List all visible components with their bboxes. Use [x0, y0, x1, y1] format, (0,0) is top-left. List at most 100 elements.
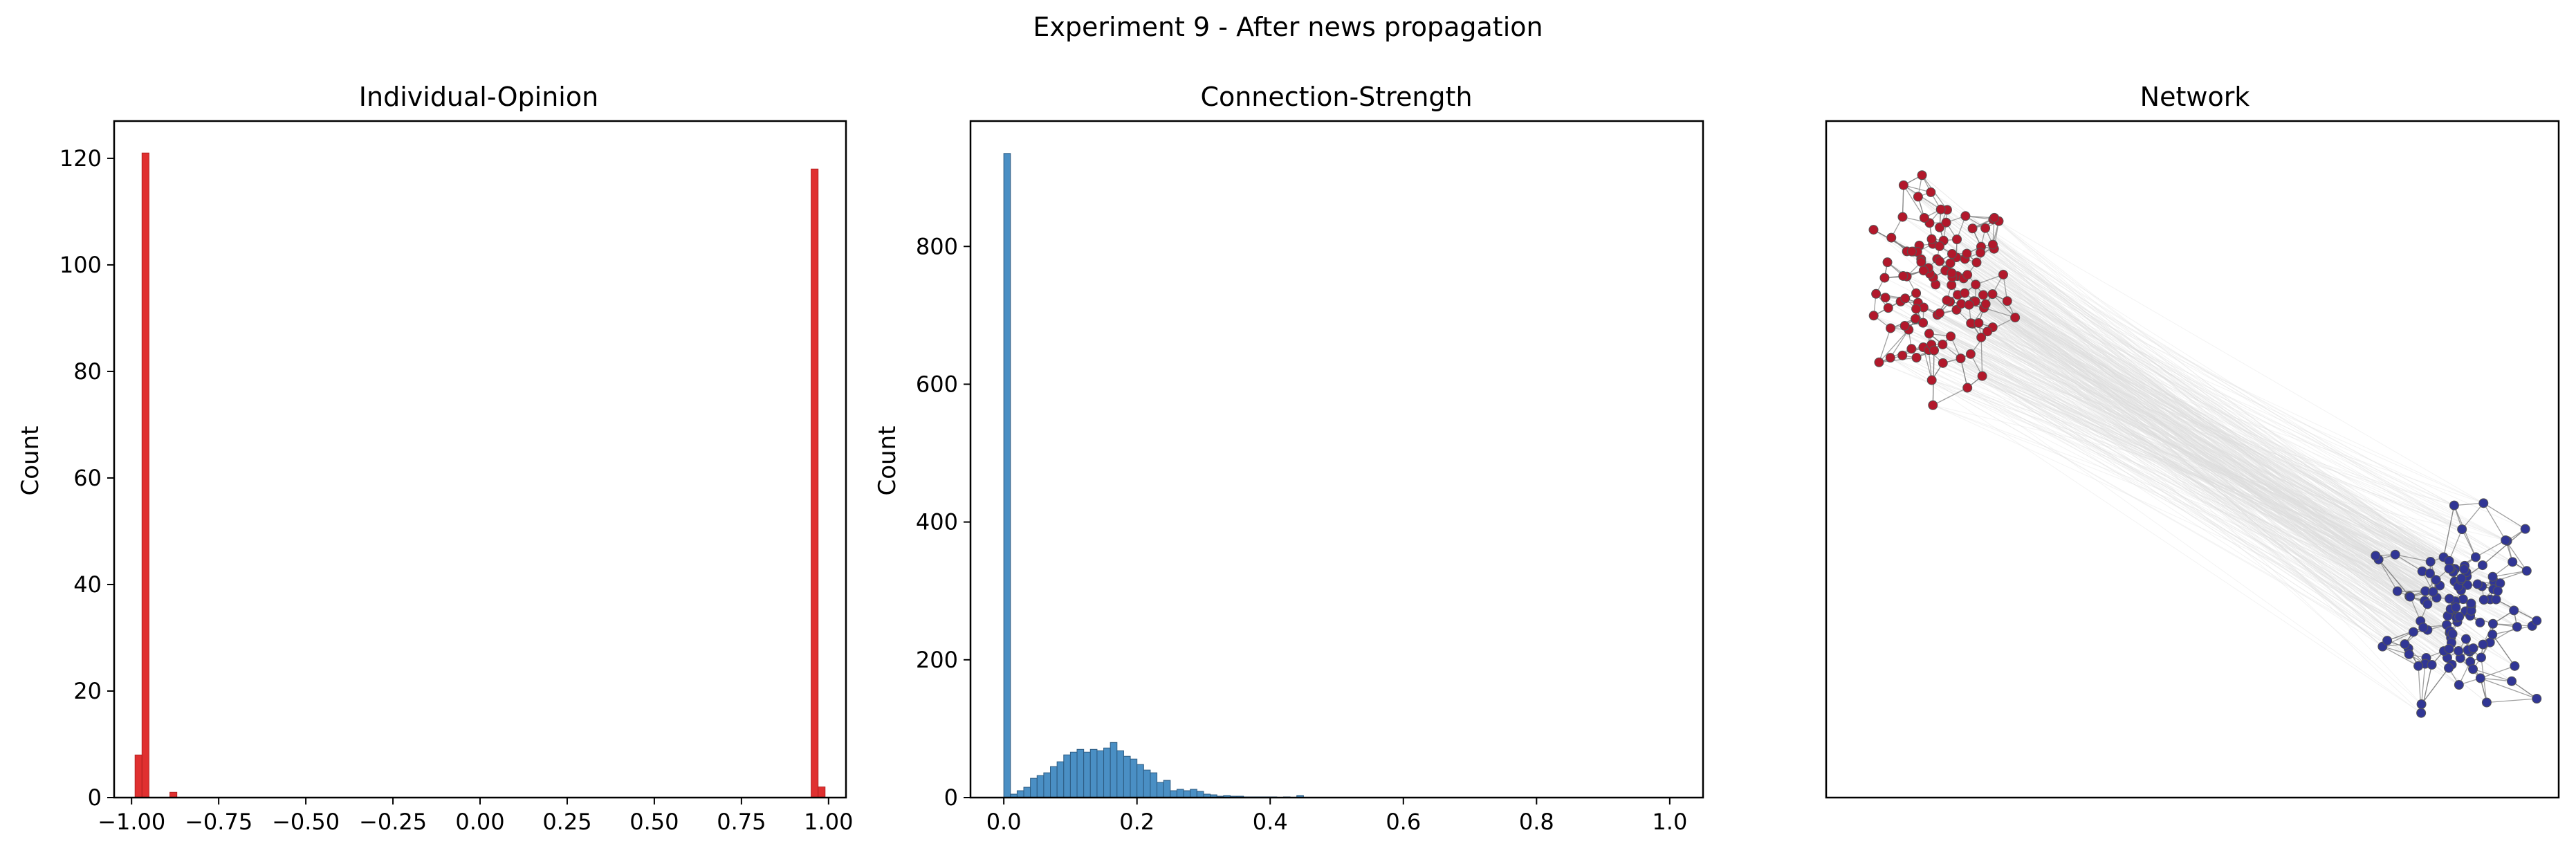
network-inter-edge: [1929, 349, 2383, 647]
network-inter-edge: [1967, 253, 2376, 556]
strength-histogram-bar: [1137, 764, 1144, 798]
network-inter-edge: [1931, 380, 2454, 569]
network-node: [1879, 273, 1890, 283]
network-inter-edge: [1939, 246, 2491, 600]
network-inter-edge: [1983, 307, 2449, 569]
network-node: [2405, 591, 2416, 602]
network-inter-edge: [1937, 314, 2494, 582]
network-inter-edge: [1905, 297, 2527, 571]
network-inter-edge: [1951, 253, 2455, 582]
strength-histogram-title: Connection-Strength: [1200, 82, 1472, 112]
network-inter-edge: [1922, 322, 2451, 609]
network-inter-edge: [1975, 284, 2483, 645]
network-inter-edge: [1911, 348, 2470, 652]
network-inter-edge: [1902, 355, 2452, 643]
network-node: [1947, 280, 1957, 291]
network-inter-edge: [1952, 277, 2451, 638]
strength-histogram-xtick-label: 0.4: [1253, 809, 1288, 835]
network-inter-edge: [1887, 261, 2472, 607]
strength-histogram-bar: [1076, 748, 1085, 798]
network-inter-edge: [1951, 253, 2470, 652]
network-inter-edge: [1993, 219, 2491, 600]
network-inter-edge: [1923, 270, 2455, 582]
network-node: [2477, 560, 2487, 571]
network-inter-edge: [1975, 301, 2457, 618]
network-inter-edge: [1974, 300, 2472, 607]
strength-histogram-xtick-label: 0.0: [986, 809, 1022, 835]
network-inter-edge: [1922, 322, 2515, 667]
network-node: [2532, 616, 2542, 626]
network-inter-edge: [1956, 309, 2467, 577]
network-inter-edge: [1956, 239, 2506, 541]
network-inter-edge: [1978, 322, 2445, 652]
network-panel: Network: [1825, 82, 2560, 799]
network-inter-edge: [1915, 309, 2388, 641]
network-inter-edge: [1956, 239, 2462, 579]
network-inter-edge: [1985, 228, 2452, 643]
network-node: [2416, 699, 2427, 709]
strength-histogram-bar: [1110, 742, 1118, 798]
network-inter-edge: [1951, 253, 2483, 566]
network-inter-edge: [1982, 376, 2501, 584]
network-inter-edge: [1982, 294, 2436, 580]
network-inter-edge: [1923, 270, 2437, 598]
network-inter-edge: [1906, 250, 2501, 584]
network-node: [1952, 234, 1962, 244]
network-inter-edge: [1947, 300, 2398, 592]
network-inter-edge: [1967, 253, 2395, 555]
network-inter-edge: [1884, 277, 2467, 577]
network-inter-edge: [1933, 405, 2506, 541]
network-inter-edge: [1903, 185, 2414, 632]
network-node: [2481, 697, 2492, 708]
network-inter-edge: [1985, 228, 2448, 659]
network-inter-edge: [1975, 284, 2494, 582]
strength-histogram-bar: [1096, 750, 1105, 798]
network-inter-edge: [1957, 294, 2436, 580]
network-intra-edge: [2483, 502, 2506, 541]
network-inter-edge: [1890, 357, 2426, 665]
network-inter-edge: [1951, 253, 2515, 667]
network-node: [2454, 612, 2465, 622]
network-inter-edge: [1994, 217, 2471, 616]
network-node: [2392, 586, 2402, 596]
network-node: [2408, 627, 2418, 637]
network-inter-edge: [1915, 318, 2431, 574]
network-node: [2428, 587, 2438, 597]
network-inter-edge: [1974, 300, 2409, 655]
network-node: [2520, 524, 2530, 534]
network-intra-edge: [1983, 307, 2016, 318]
network-inter-edge: [1939, 261, 2436, 580]
network-inter-edge: [1931, 192, 2463, 530]
network-inter-edge: [1921, 261, 2456, 569]
network-inter-edge: [1933, 350, 2376, 556]
network-inter-edge: [1939, 313, 2467, 640]
network-node: [2400, 639, 2410, 650]
network-inter-edge: [1982, 376, 2493, 578]
strength-histogram-bar: [1083, 751, 1091, 798]
network-intra-edge: [2442, 505, 2455, 558]
network-inter-edge: [1933, 277, 2460, 686]
network-inter-edge: [1906, 250, 2454, 569]
network-node: [2447, 629, 2458, 639]
network-inter-edge: [2007, 300, 2465, 567]
opinion-histogram-bar: [134, 754, 142, 798]
network-inter-edge: [1951, 284, 2440, 586]
network-node: [1976, 332, 1987, 342]
network-inter-edge: [1942, 362, 2376, 556]
strength-histogram-xtick-label: 1.0: [1652, 809, 1687, 835]
opinion-histogram-xtick-label: −1.00: [98, 809, 165, 835]
network-intra-edge: [2490, 626, 2518, 643]
network-inter-edge: [1903, 185, 2409, 649]
network-node: [2454, 646, 2464, 656]
network-node: [1964, 300, 1974, 310]
network-node: [2508, 557, 2518, 567]
network-node: [1978, 290, 1988, 300]
network-inter-edge: [1983, 307, 2398, 592]
network-inter-edge: [1972, 323, 2466, 612]
figure-suptitle: Experiment 9 - After news propagation: [1033, 12, 1543, 42]
strength-histogram-ytick-label: 200: [916, 647, 958, 673]
network-node: [2371, 551, 2381, 561]
network-inter-edge: [1947, 300, 2474, 670]
network-inter-edge: [1923, 307, 2454, 573]
network-node: [2431, 575, 2441, 585]
